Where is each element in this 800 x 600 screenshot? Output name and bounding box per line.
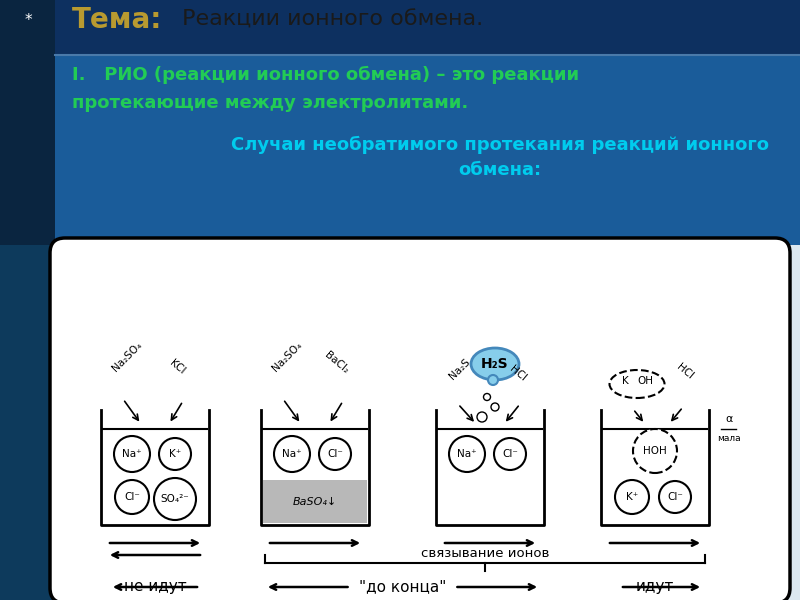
Text: OH: OH — [637, 376, 653, 386]
Bar — [0, 245, 55, 600]
Circle shape — [114, 436, 150, 472]
Text: идут: идут — [636, 580, 674, 595]
Ellipse shape — [610, 370, 665, 398]
Bar — [55, 245, 800, 600]
Circle shape — [274, 436, 310, 472]
Text: HCl: HCl — [675, 362, 695, 381]
Circle shape — [491, 403, 499, 411]
Circle shape — [494, 438, 526, 470]
Circle shape — [659, 481, 691, 513]
Text: HOH: HOH — [643, 446, 667, 456]
Text: HCl: HCl — [508, 364, 528, 383]
Circle shape — [115, 480, 149, 514]
Circle shape — [615, 480, 649, 514]
FancyBboxPatch shape — [50, 238, 790, 600]
Text: Na⁺: Na⁺ — [282, 449, 302, 459]
Ellipse shape — [471, 348, 519, 380]
Text: KCl: KCl — [167, 358, 186, 376]
Bar — [0, 0, 55, 600]
Bar — [55, 0, 800, 55]
Text: *: * — [24, 13, 32, 28]
Text: Na₂SO₄: Na₂SO₄ — [110, 340, 144, 373]
Circle shape — [633, 429, 677, 473]
Text: Cl⁻: Cl⁻ — [502, 449, 518, 459]
Text: K⁺: K⁺ — [626, 492, 638, 502]
Circle shape — [488, 375, 498, 385]
Text: Na⁺: Na⁺ — [457, 449, 477, 459]
Text: "до конца": "до конца" — [359, 580, 446, 595]
Text: K: K — [622, 376, 628, 386]
Circle shape — [477, 412, 487, 422]
Text: α: α — [726, 414, 733, 424]
Text: Случаи необратимого протекания реакций ионного: Случаи необратимого протекания реакций и… — [231, 136, 769, 154]
Text: связывание ионов: связывание ионов — [421, 547, 549, 560]
Text: H₂S: H₂S — [481, 357, 509, 371]
Text: SO₄²⁻: SO₄²⁻ — [161, 494, 190, 504]
Text: Na⁺: Na⁺ — [122, 449, 142, 459]
Bar — [263, 480, 367, 523]
Text: Na₂S: Na₂S — [448, 356, 472, 381]
Circle shape — [159, 438, 191, 470]
Text: Тема:: Тема: — [72, 6, 162, 34]
Circle shape — [449, 436, 485, 472]
Text: K⁺: K⁺ — [169, 449, 181, 459]
Text: I.   РИО (реакции ионного обмена) – это реакции: I. РИО (реакции ионного обмена) – это ре… — [72, 66, 579, 84]
Text: Na₂SO₄: Na₂SO₄ — [270, 340, 304, 373]
Text: Cl⁻: Cl⁻ — [124, 492, 140, 502]
Text: Cl⁻: Cl⁻ — [667, 492, 683, 502]
Bar — [55, 55, 800, 245]
Circle shape — [483, 394, 490, 401]
Text: протекающие между электролитами.: протекающие между электролитами. — [72, 94, 468, 112]
Circle shape — [154, 478, 196, 520]
Text: Реакции ионного обмена.: Реакции ионного обмена. — [175, 10, 483, 30]
Text: BaCl₂: BaCl₂ — [323, 350, 351, 376]
Circle shape — [319, 438, 351, 470]
Text: BaSO₄↓: BaSO₄↓ — [293, 497, 337, 506]
Text: не идут: не идут — [124, 580, 186, 595]
Text: обмена:: обмена: — [458, 161, 542, 179]
Text: мала: мала — [717, 434, 741, 443]
Text: Cl⁻: Cl⁻ — [327, 449, 343, 459]
